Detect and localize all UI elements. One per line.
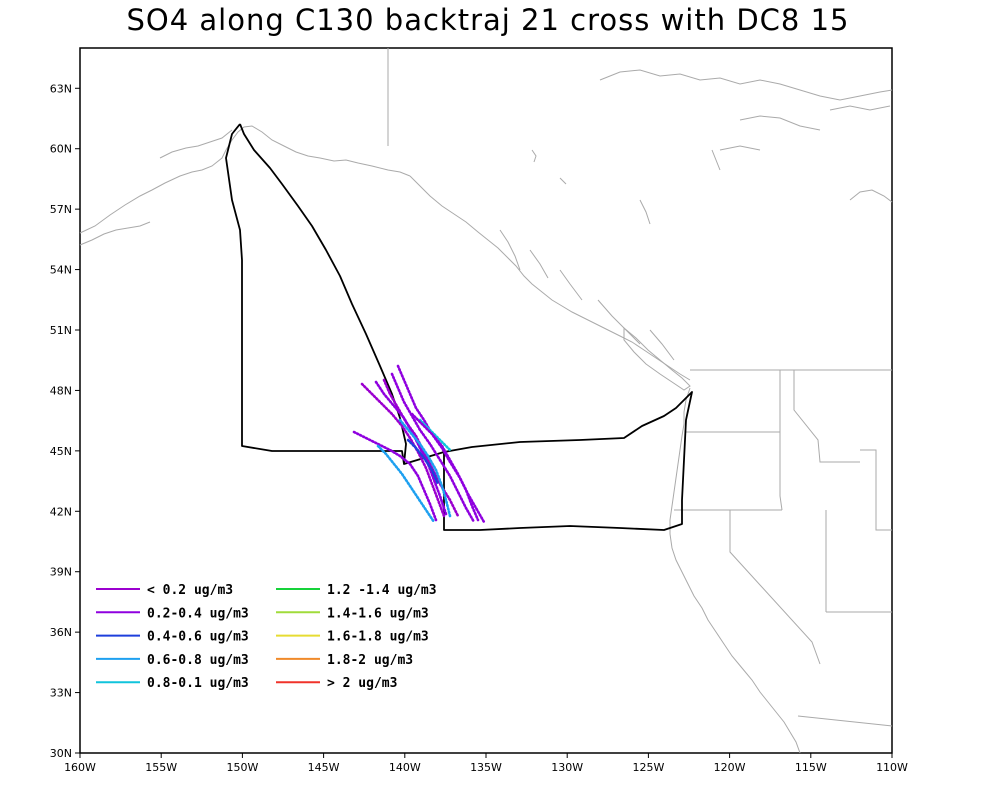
- trajectory-line: [410, 412, 480, 522]
- y-tick-label: 45N: [50, 445, 72, 458]
- y-tick-label: 57N: [50, 203, 72, 216]
- state-border-ca-nv: [729, 510, 821, 665]
- y-tick-label: 51N: [50, 324, 72, 337]
- trajectory-line: [352, 430, 438, 522]
- y-tick-label: 39N: [50, 566, 72, 579]
- page-title: SO4 along C130 backtraj 21 cross with DC…: [127, 3, 850, 37]
- vancouver-island: [623, 326, 691, 391]
- panhandle-islands: [499, 229, 675, 361]
- west-coast-usa: [669, 387, 791, 733]
- legend-item: 1.8-2 ug/m3: [276, 653, 413, 668]
- state-border-wy: [860, 449, 892, 531]
- y-axis-ticks: 30N 33N 36N 39N 42N 45N 48N 51N 54N 57N 60N 63N: [50, 82, 80, 760]
- x-tick-label: 160W: [64, 761, 96, 774]
- y-tick-label: 30N: [50, 747, 72, 760]
- y-tick-label: 60N: [50, 143, 72, 156]
- y-tick-label: 33N: [50, 687, 72, 700]
- y-tick-label: 36N: [50, 626, 72, 639]
- state-border-id-wa: [779, 370, 783, 511]
- trajectory-line: [390, 372, 476, 524]
- trajectory-bundle: [352, 364, 486, 524]
- y-tick-label: 54N: [50, 264, 72, 277]
- x-tick-label: 155W: [145, 761, 177, 774]
- trajectory-line: [376, 444, 436, 524]
- alaska-panhandle-coast: [409, 175, 691, 381]
- trajectory-line: [360, 382, 446, 518]
- legend-label: 1.8-2 ug/m3: [327, 653, 413, 668]
- x-tick-label: 130W: [551, 761, 583, 774]
- arctic-islands: [719, 105, 891, 151]
- x-tick-label: 140W: [389, 761, 421, 774]
- legend-item: > 2 ug/m3: [276, 676, 397, 691]
- lakes: [531, 149, 721, 225]
- arctic-coast: [599, 69, 893, 101]
- legend-label: 0.8-0.1 ug/m3: [147, 676, 249, 691]
- trajectory-line: [398, 418, 452, 518]
- y-tick-label: 42N: [50, 505, 72, 518]
- x-tick-label: 110W: [876, 761, 908, 774]
- legend-item: 0.4-0.6 ug/m3: [96, 630, 249, 645]
- map-plot-area: 160W 155W 150W 145W 140W 135W 130W 125W 120W 115W…: [50, 47, 908, 774]
- x-tick-label: 115W: [795, 761, 827, 774]
- trajectory-line: [406, 438, 440, 486]
- map-frame: [79, 47, 893, 754]
- legend-item: 0.6-0.8 ug/m3: [96, 653, 249, 668]
- x-tick-label: 145W: [308, 761, 340, 774]
- legend-item: < 0.2 ug/m3: [96, 583, 233, 598]
- alaska-coastline: [79, 125, 411, 234]
- hudson-region: [849, 189, 893, 203]
- mexico-border: [797, 715, 893, 727]
- legend-label: 1.2 -1.4 ug/m3: [327, 583, 437, 598]
- legend-label: 1.4-1.6 ug/m3: [327, 606, 429, 621]
- legend-label: 0.4-0.6 ug/m3: [147, 630, 249, 645]
- flight-track: [225, 123, 693, 531]
- baja-coast: [789, 731, 801, 754]
- state-border-id-mt: [793, 370, 860, 463]
- legend-label: < 0.2 ug/m3: [147, 583, 233, 598]
- x-tick-label: 120W: [714, 761, 746, 774]
- x-tick-label: 150W: [226, 761, 258, 774]
- alaska-peninsula-coast: [79, 221, 151, 246]
- x-axis-ticks: 160W 155W 150W 145W 140W 135W 130W 125W 120W 115W…: [64, 753, 908, 774]
- y-tick-label: 48N: [50, 384, 72, 397]
- legend-item: 0.8-0.1 ug/m3: [96, 676, 249, 691]
- legend-item: 1.6-1.8 ug/m3: [276, 630, 429, 645]
- legend-label: 1.6-1.8 ug/m3: [327, 630, 429, 645]
- legend-label: > 2 ug/m3: [327, 676, 397, 691]
- trajectory-line: [418, 418, 452, 452]
- legend-item: 0.2-0.4 ug/m3: [96, 606, 249, 621]
- legend-label: 0.2-0.4 ug/m3: [147, 606, 249, 621]
- political-borders: [387, 48, 893, 727]
- legend-item: 1.4-1.6 ug/m3: [276, 606, 429, 621]
- coastlines: [79, 69, 893, 754]
- legend: < 0.2 ug/m3 0.2-0.4 ug/m3 0.4-0.6 ug/m3 0.6…: [96, 583, 437, 691]
- x-tick-label: 125W: [632, 761, 664, 774]
- legend-label: 0.6-0.8 ug/m3: [147, 653, 249, 668]
- legend-item: 1.2 -1.4 ug/m3: [276, 583, 437, 598]
- kenai-coast: [159, 129, 233, 159]
- y-tick-label: 63N: [50, 82, 72, 95]
- x-tick-label: 135W: [470, 761, 502, 774]
